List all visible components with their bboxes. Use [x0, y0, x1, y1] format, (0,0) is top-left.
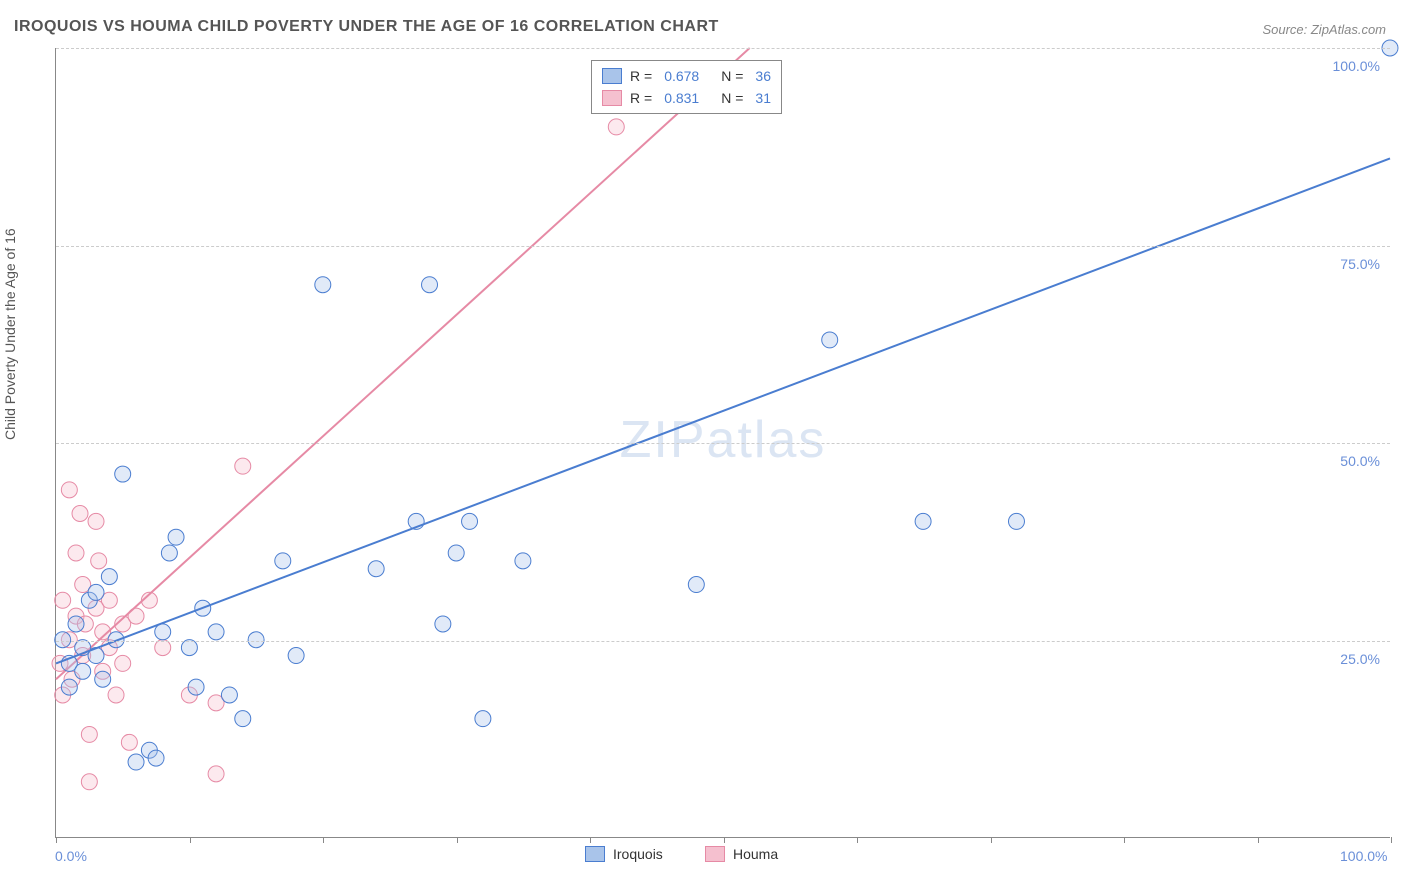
legend-r-value: 0.831 — [664, 87, 699, 109]
data-point — [235, 711, 251, 727]
data-point — [68, 545, 84, 561]
legend-n-label: N = — [721, 87, 743, 109]
data-point — [435, 616, 451, 632]
data-point — [1008, 513, 1024, 529]
legend-swatch — [585, 846, 605, 862]
data-point — [288, 648, 304, 664]
data-point — [108, 687, 124, 703]
data-point — [75, 663, 91, 679]
data-point — [448, 545, 464, 561]
x-tick — [56, 837, 57, 843]
data-point — [181, 640, 197, 656]
data-point — [168, 529, 184, 545]
x-tick — [190, 837, 191, 843]
data-point — [88, 584, 104, 600]
y-tick-label: 75.0% — [1340, 256, 1380, 272]
data-point — [121, 734, 137, 750]
legend-swatch — [602, 90, 622, 106]
data-point — [115, 655, 131, 671]
data-point — [188, 679, 204, 695]
data-point — [148, 750, 164, 766]
data-point — [61, 679, 77, 695]
data-point — [422, 277, 438, 293]
data-point — [95, 671, 111, 687]
data-point — [81, 726, 97, 742]
legend-r-label: R = — [630, 65, 652, 87]
data-point — [155, 640, 171, 656]
data-point — [515, 553, 531, 569]
data-point — [475, 711, 491, 727]
x-tick — [323, 837, 324, 843]
data-point — [88, 513, 104, 529]
x-tick — [724, 837, 725, 843]
x-tick-label: 0.0% — [55, 848, 87, 864]
data-point — [55, 592, 71, 608]
data-point — [368, 561, 384, 577]
data-point — [275, 553, 291, 569]
data-point — [688, 577, 704, 593]
data-point — [128, 754, 144, 770]
y-tick-label: 50.0% — [1340, 453, 1380, 469]
gridline — [56, 48, 1390, 49]
x-tick — [1258, 837, 1259, 843]
legend-swatch — [705, 846, 725, 862]
data-point — [462, 513, 478, 529]
chart-title: IROQUOIS VS HOUMA CHILD POVERTY UNDER TH… — [14, 18, 719, 36]
data-point — [91, 553, 107, 569]
data-point — [72, 506, 88, 522]
legend-r-value: 0.678 — [664, 65, 699, 87]
data-point — [101, 569, 117, 585]
x-tick — [590, 837, 591, 843]
gridline — [56, 641, 1390, 642]
legend-n-label: N = — [721, 65, 743, 87]
legend-series-label: Iroquois — [613, 846, 663, 862]
legend-r-label: R = — [630, 87, 652, 109]
plot-area: ZIPatlas 25.0%50.0%75.0%100.0%R =0.678N … — [55, 48, 1390, 838]
data-point — [915, 513, 931, 529]
x-tick — [857, 837, 858, 843]
legend-n-value: 36 — [755, 65, 771, 87]
y-axis-label: Child Poverty Under the Age of 16 — [2, 228, 18, 440]
data-point — [221, 687, 237, 703]
gridline — [56, 246, 1390, 247]
data-point — [208, 766, 224, 782]
trend-line — [56, 48, 750, 679]
legend-n-value: 31 — [755, 87, 771, 109]
correlation-legend: R = 0.678 N = 36 R = 0.831 N = 31 — [591, 60, 782, 114]
data-point — [315, 277, 331, 293]
data-point — [161, 545, 177, 561]
y-tick-label: 25.0% — [1340, 651, 1380, 667]
x-tick — [1124, 837, 1125, 843]
x-tick — [457, 837, 458, 843]
data-point — [155, 624, 171, 640]
source-attribution: Source: ZipAtlas.com — [1262, 22, 1386, 37]
data-point — [81, 774, 97, 790]
data-point — [608, 119, 624, 135]
legend-swatch — [602, 68, 622, 84]
data-point — [208, 624, 224, 640]
legend-row: R = 0.831 N = 31 — [602, 87, 771, 109]
data-point — [61, 482, 77, 498]
gridline — [56, 443, 1390, 444]
series-legend-item: Iroquois — [585, 846, 663, 862]
x-tick-label: 100.0% — [1340, 848, 1387, 864]
legend-series-label: Houma — [733, 846, 778, 862]
legend-row: R = 0.678 N = 36 — [602, 65, 771, 87]
x-tick — [1391, 837, 1392, 843]
trend-line — [56, 158, 1390, 663]
data-point — [68, 616, 84, 632]
data-point — [115, 466, 131, 482]
x-tick — [991, 837, 992, 843]
data-point — [235, 458, 251, 474]
series-legend-item: Houma — [705, 846, 778, 862]
y-tick-label: 100.0% — [1333, 58, 1380, 74]
data-point — [822, 332, 838, 348]
